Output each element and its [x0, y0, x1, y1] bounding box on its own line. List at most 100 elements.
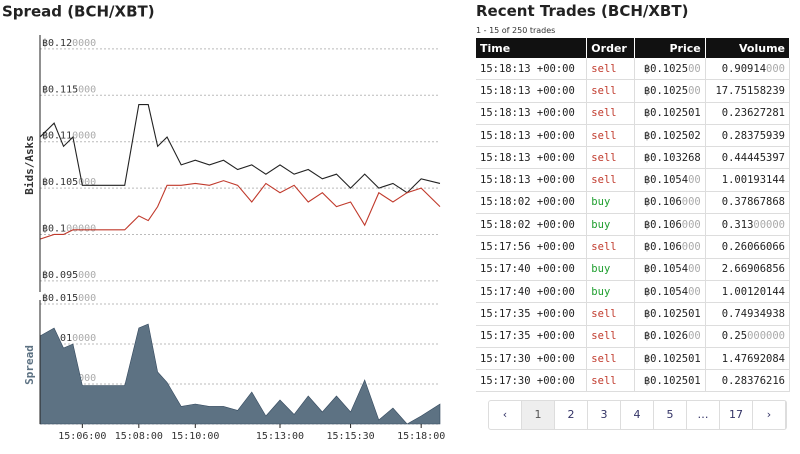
trade-cell: buy [586, 213, 636, 237]
trade-cell: sell [586, 79, 636, 103]
trade-cell: 0.37867868 [705, 191, 791, 215]
trade-cell: 15:18:13 +00:00 [476, 58, 588, 81]
trade-cell: 0.25000000 [705, 325, 791, 348]
y-tick-label: ฿0.105000 [42, 177, 96, 188]
page-button[interactable]: › [753, 401, 786, 430]
trade-cell: 1.00120144 [705, 280, 791, 304]
trades-panel: Recent Trades (BCH/XBT) 1 - 15 of 250 tr… [476, 0, 791, 431]
trade-cell: 0.26066066 [705, 235, 791, 259]
trade-cell: sell [586, 146, 636, 170]
trade-cell: sell [586, 235, 636, 259]
trade-cell: 1.47692084 [705, 347, 791, 371]
trade-cell: ฿0.102501 [634, 369, 706, 393]
trade-cell: 0.74934938 [705, 302, 791, 326]
trade-row: 15:18:13 +00:00 sell ฿0.102502 0.28375939 [476, 124, 791, 148]
trade-row: 15:17:35 +00:00 sell ฿0.102600 0.25000000 [476, 325, 791, 348]
trade-cell: 15:18:13 +00:00 [476, 102, 588, 125]
y-tick-label: ฿0.100000 [42, 223, 96, 234]
trade-cell: ฿0.102500 [634, 79, 706, 103]
trade-row: 15:18:13 +00:00 sell ฿0.102500 17.75158239 [476, 79, 791, 103]
price-line [39, 104, 441, 194]
trade-cell: ฿0.102501 [634, 302, 706, 326]
page-button[interactable]: 2 [555, 401, 588, 430]
trade-cell: ฿0.102501 [634, 347, 706, 371]
page-button[interactable]: 1 [522, 401, 555, 430]
trade-cell: 0.31300000 [705, 213, 791, 237]
trade-cell: sell [586, 58, 636, 81]
trades-table: Time Order Price Volume 15:18:13 +00:00 sell ฿… [476, 38, 791, 393]
y-tick-label: ฿0.015000 [42, 293, 96, 304]
trade-row: 15:18:13 +00:00 sell ฿0.103268 0.44445397 [476, 146, 791, 170]
trade-cell: ฿0.106000 [634, 235, 706, 259]
page-button[interactable]: 3 [588, 401, 621, 430]
trade-row: 15:17:56 +00:00 sell ฿0.106000 0.26066066 [476, 235, 791, 259]
trade-cell: ฿0.102500 [634, 58, 706, 81]
trade-row: 15:18:13 +00:00 sell ฿0.105400 1.00193144 [476, 168, 791, 192]
trade-cell: buy [586, 258, 636, 281]
y-tick-label: ฿0.115000 [42, 84, 96, 95]
trade-cell: ฿0.102600 [634, 325, 706, 348]
trade-cell: 0.28376216 [705, 369, 791, 393]
trade-cell: buy [586, 280, 636, 304]
trade-cell: 15:17:30 +00:00 [476, 369, 588, 393]
column-header[interactable]: Price [634, 38, 706, 58]
spread-area [39, 323, 441, 425]
trade-cell: 15:17:40 +00:00 [476, 280, 588, 304]
page-button[interactable]: … [687, 401, 720, 430]
trade-cell: sell [586, 325, 636, 348]
trade-row: 15:18:13 +00:00 sell ฿0.102500 0.90914000 [476, 58, 791, 81]
trade-row: 15:17:40 +00:00 buy ฿0.105400 1.00120144 [476, 280, 791, 304]
trade-cell: 17.75158239 [705, 79, 791, 103]
column-header[interactable]: Order [586, 38, 636, 58]
trade-cell: 15:18:02 +00:00 [476, 191, 588, 215]
y-axis-label: Bids/Asks [23, 135, 36, 195]
page-button[interactable]: 5 [654, 401, 687, 430]
trade-cell: ฿0.103268 [634, 146, 706, 170]
trade-cell: 0.23627281 [705, 102, 791, 125]
trades-summary: 1 - 15 of 250 trades [476, 26, 556, 35]
trade-cell: ฿0.102501 [634, 102, 706, 125]
trade-cell: 15:17:30 +00:00 [476, 347, 588, 371]
price-line [39, 180, 441, 240]
trade-row: 15:18:02 +00:00 buy ฿0.106000 0.37867868 [476, 191, 791, 215]
trade-cell: 0.28375939 [705, 124, 791, 148]
trade-cell: 0.44445397 [705, 146, 791, 170]
trade-cell: sell [586, 102, 636, 125]
column-header[interactable]: Time [476, 38, 588, 58]
column-header[interactable]: Volume [705, 38, 791, 58]
trade-row: 15:17:35 +00:00 sell ฿0.102501 0.74934938 [476, 302, 791, 326]
chart-title: Spread (BCH/XBT) [2, 3, 155, 21]
trade-cell: sell [586, 124, 636, 148]
trade-cell: buy [586, 191, 636, 215]
trade-cell: ฿0.106000 [634, 191, 706, 215]
trade-cell: sell [586, 302, 636, 326]
trade-row: 15:17:30 +00:00 sell ฿0.102501 1.47692084 [476, 347, 791, 371]
trade-cell: 15:17:35 +00:00 [476, 302, 588, 326]
trade-cell: 15:18:13 +00:00 [476, 124, 588, 148]
trade-row: 15:18:13 +00:00 sell ฿0.102501 0.23627281 [476, 102, 791, 125]
trade-cell: ฿0.105400 [634, 258, 706, 281]
trades-title: Recent Trades (BCH/XBT) [476, 2, 689, 20]
page-button[interactable]: 17 [720, 401, 753, 430]
page-button[interactable]: ‹ [489, 401, 522, 430]
x-tick-label: 15:13:00 [256, 431, 304, 442]
trade-cell: sell [586, 347, 636, 371]
trade-cell: 15:17:56 +00:00 [476, 235, 588, 259]
trade-cell: ฿0.102502 [634, 124, 706, 148]
trade-cell: sell [586, 168, 636, 192]
trade-cell: 15:18:13 +00:00 [476, 79, 588, 103]
trade-row: 15:17:40 +00:00 buy ฿0.105400 2.66906856 [476, 258, 791, 281]
page-button[interactable]: 4 [621, 401, 654, 430]
trade-cell: 15:17:35 +00:00 [476, 325, 588, 348]
x-tick-label: 15:10:00 [171, 431, 219, 442]
y-tick-label: ฿0.095000 [42, 270, 96, 281]
charts: Spread (BCH/XBT) Bids/Asks Spread ฿0.095… [2, 3, 445, 443]
trade-cell: 0.90914000 [705, 58, 791, 81]
trade-cell: 15:18:02 +00:00 [476, 213, 588, 237]
trade-cell: sell [586, 369, 636, 393]
trade-cell: 1.00193144 [705, 168, 791, 192]
trade-cell: ฿0.105400 [634, 280, 706, 304]
x-tick-label: 15:06:00 [58, 431, 106, 442]
trade-cell: ฿0.105400 [634, 168, 706, 192]
